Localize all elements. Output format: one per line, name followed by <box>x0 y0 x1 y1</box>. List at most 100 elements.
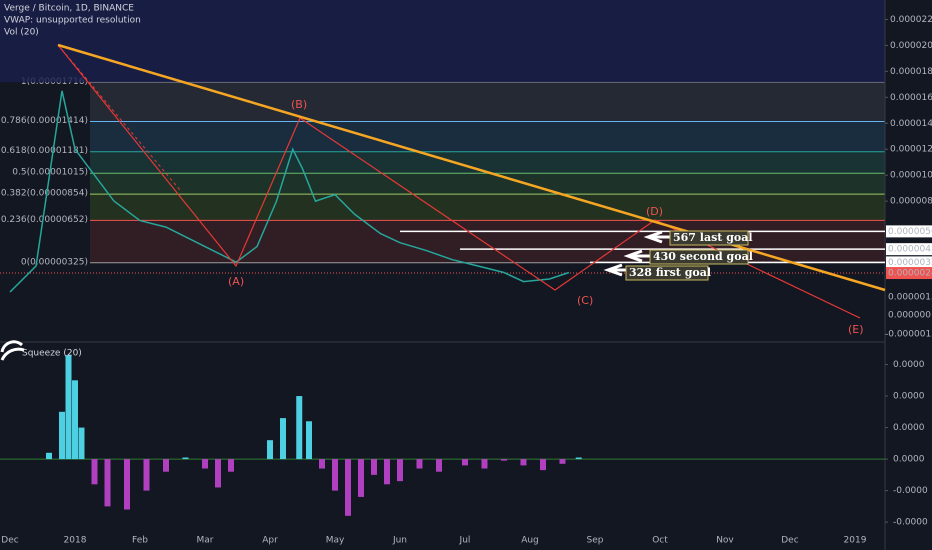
squeeze-bar <box>344 459 351 516</box>
annotation: (D) <box>646 205 663 218</box>
volume-axis-label: -0.00000120 <box>885 330 932 340</box>
squeeze-bar <box>461 459 468 466</box>
y-tick-label: 0.00001800 <box>890 67 932 77</box>
fib-band <box>90 82 885 122</box>
squeeze-bar <box>227 459 234 472</box>
squeeze-bar <box>163 459 170 472</box>
squeeze-title: Squeeze (20) <box>22 349 82 359</box>
price-label: 0.00000246 <box>888 269 932 279</box>
squeeze-bar <box>370 459 377 475</box>
y-tick-label: 0.0000 <box>893 455 925 465</box>
goal-box <box>649 249 749 265</box>
squeeze-bar <box>296 396 303 460</box>
squeeze-bar <box>396 459 403 482</box>
squeeze-bar <box>416 459 423 469</box>
dashed-line <box>57 44 181 191</box>
y-tick-label: -0.0000 <box>893 486 928 496</box>
y-tick-label: 0.0000 <box>893 423 925 433</box>
annotation: (A) <box>228 275 244 288</box>
squeeze-bar <box>65 355 72 460</box>
y-tick-label: 0.00002200 <box>890 15 932 25</box>
annotation: (C) <box>577 294 593 307</box>
x-tick-label: Aug <box>521 536 539 546</box>
fib-label: 0(0.00000325) <box>21 257 88 267</box>
goal-box <box>669 230 749 246</box>
goal-label: 328 first goal <box>629 266 711 279</box>
squeeze-bar <box>305 421 312 460</box>
x-tick-label: May <box>326 536 345 546</box>
squeeze-bar <box>72 380 79 460</box>
y-tick-label: 0.00002000 <box>890 41 932 51</box>
squeeze-bar <box>104 459 111 507</box>
goal-label: 430 second goal <box>653 250 753 263</box>
price-label-box <box>886 256 932 269</box>
goal-arrows <box>603 230 672 277</box>
marks: 0.00002200 0.00002000 0.00001800 0.00001600… <box>0 15 932 546</box>
squeeze-bar <box>500 459 507 461</box>
x-tick-label: Dec <box>781 536 798 546</box>
x-tick-label: Apr <box>262 536 278 546</box>
squeeze-bar <box>279 418 286 460</box>
price-label-box <box>886 243 932 256</box>
x-tick-label: Jul <box>459 536 471 546</box>
squeeze-bar <box>520 459 527 466</box>
fib-band <box>0 0 885 83</box>
volume-title: Vol (20) <box>4 28 39 38</box>
x-tick-label: 2019 <box>844 536 867 546</box>
fib-band <box>90 121 885 152</box>
symbol: Verge / Bitcoin, 1D, BINANCE <box>4 4 134 14</box>
fib-band <box>90 173 885 195</box>
fib-label: 0.618(0.00001181) <box>1 146 88 156</box>
squeeze-bar <box>124 459 131 510</box>
goal-label: 567 last goal <box>673 231 753 244</box>
squeeze-bar <box>266 440 273 460</box>
x-tick-label: Jun <box>392 536 407 546</box>
squeeze-bar <box>481 459 488 469</box>
fib-band <box>90 220 885 263</box>
fib-label: 0.236(0.00000652) <box>1 215 88 225</box>
y-tick-label: 0.00001000 <box>890 171 932 181</box>
fib-label: 0.786(0.00001414) <box>1 116 88 126</box>
logo <box>0 340 25 361</box>
squeeze-bar <box>539 459 546 471</box>
y-tick-label: 0.0000 <box>893 392 925 402</box>
goal-box <box>625 265 709 281</box>
y-tick-label: 0.00001400 <box>890 119 932 129</box>
annotation: (B) <box>291 98 307 111</box>
price-label: 0.00000567 <box>888 227 932 237</box>
y-tick-label: 0.00000800 <box>890 197 932 207</box>
squeeze-bar <box>357 459 364 497</box>
squeeze-bar <box>559 459 566 464</box>
price-label: 0.00000430 <box>888 245 932 255</box>
y-tick-label: 0.00001600 <box>890 93 932 103</box>
squeeze-bar <box>318 459 325 469</box>
y-tick-label: -0.0000 <box>893 518 928 528</box>
squeeze-bar <box>215 459 222 488</box>
trend-line <box>57 43 886 292</box>
squeeze-bar <box>331 459 338 491</box>
price-line <box>9 90 570 293</box>
volume-axis-label: 0.00000010 <box>888 311 932 321</box>
vwap: VWAP: unsupported resolution <box>4 16 141 26</box>
squeeze-bar <box>182 457 189 460</box>
squeeze-bar <box>435 459 442 472</box>
price-label-box <box>886 225 932 238</box>
fib-band <box>90 194 885 221</box>
y-tick-label: 0.00001200 <box>890 145 932 155</box>
x-tick-label: Feb <box>132 536 148 546</box>
price-label: 0.00000328 <box>888 258 932 268</box>
squeeze-bar <box>202 459 209 469</box>
x-tick-label: Nov <box>716 536 734 546</box>
fib-band <box>90 151 885 174</box>
volume-axis-label: 0.00000150 <box>888 293 932 303</box>
squeeze-bar <box>383 459 390 485</box>
price-label-box <box>886 267 932 280</box>
annotation: (E) <box>848 323 864 336</box>
squeeze-bar <box>78 427 85 460</box>
x-tick-label: Sep <box>586 536 603 546</box>
x-tick-label: Oct <box>652 536 668 546</box>
fib-label: 0.382(0.00000854) <box>1 189 88 199</box>
x-tick-label: 2018 <box>64 536 87 546</box>
squeeze-bar <box>575 457 582 460</box>
